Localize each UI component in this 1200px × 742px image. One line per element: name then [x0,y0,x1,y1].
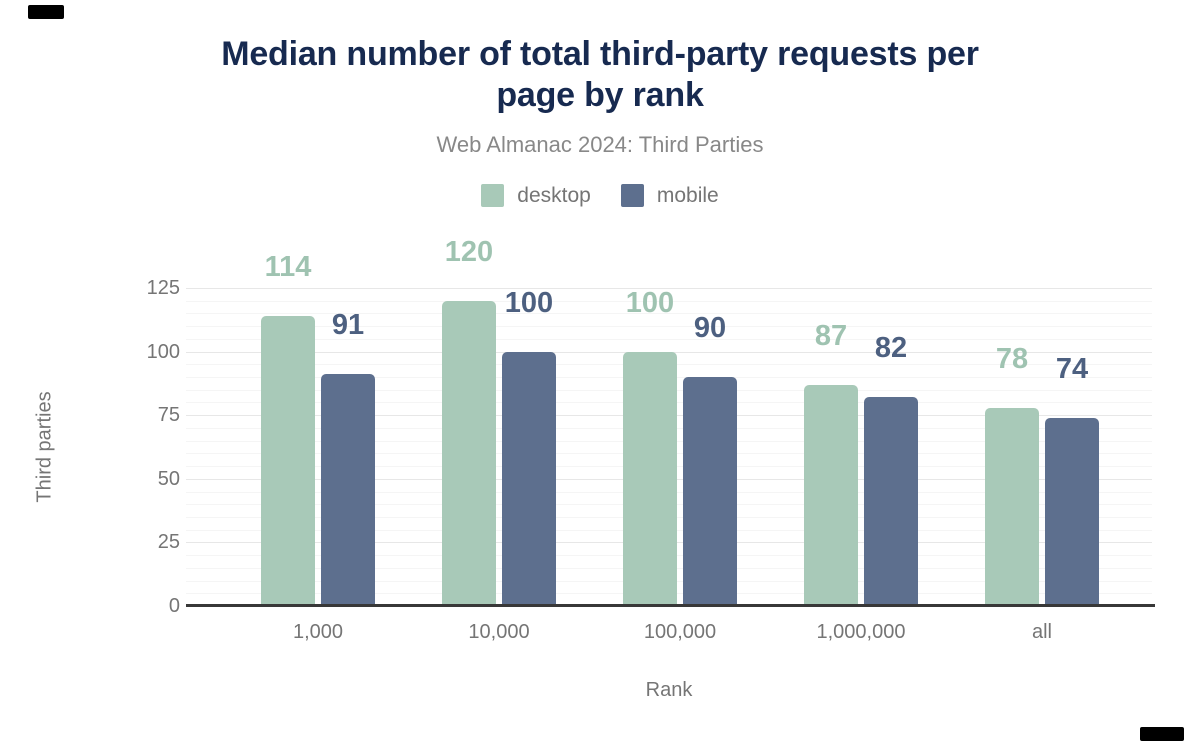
bar-mobile-1000000 [864,397,918,606]
mobile-legend-swatch-icon [620,183,644,207]
y-tick-label: 100 [146,341,180,363]
bar-desktop-1000 [261,316,315,606]
minor-gridline [186,326,1152,327]
minor-gridline [186,339,1152,340]
legend: desktop mobile [0,182,1200,208]
minor-gridline [186,313,1152,314]
bar-value-mobile-1000: 91 [331,309,365,341]
chart-subtitle: Web Almanac 2024: Third Parties [436,132,764,157]
bar-value-desktop-100000: 100 [625,287,675,319]
bar-value-desktop-all: 78 [995,343,1029,375]
y-tick-label: 25 [157,531,180,553]
y-tick-label: 75 [157,404,180,426]
corner-mark-bottom-right [1140,727,1184,741]
bar-value-desktop-10000: 120 [444,236,494,268]
bar-mobile-100000 [683,377,737,606]
chart-title: Median number of total third-party reque… [60,34,1140,116]
bar-value-mobile-100000: 90 [693,312,727,344]
x-tick-label: 10,000 [468,621,530,643]
chart-title-line1: Median number of total third-party reque… [221,35,979,73]
bar-mobile-all [1045,418,1099,606]
bar-value-mobile-10000: 100 [504,287,554,319]
y-tick-label: 0 [168,595,180,617]
y-tick-label: 50 [157,468,180,490]
x-tick-label: all [1031,621,1052,643]
desktop-legend-swatch-icon [481,183,505,207]
x-tick-label: 1,000,000 [816,621,906,643]
x-axis-baseline [186,604,1155,607]
legend-item-mobile: mobile [620,183,719,207]
bar-mobile-10000 [502,352,556,606]
bar-value-desktop-1000000: 87 [814,320,848,352]
corner-mark-top-left [28,5,64,19]
x-axis-title: Rank [645,679,693,701]
bar-desktop-100000 [623,352,677,606]
bar-value-mobile-all: 74 [1055,353,1089,385]
x-tick-label: 1,000 [292,621,344,643]
minor-gridline [186,301,1152,302]
bar-value-desktop-1000: 114 [264,251,312,283]
legend-label-desktop: desktop [517,183,591,207]
bar-desktop-all [985,408,1039,606]
chart-title-line2: page by rank [496,76,704,114]
x-tick-label: 100,000 [643,621,717,643]
legend-item-desktop: desktop [481,183,591,207]
bar-desktop-1000000 [804,385,858,606]
major-gridline [186,288,1152,289]
legend-label-mobile: mobile [656,183,719,207]
bar-desktop-10000 [442,301,496,606]
bar-value-mobile-1000000: 82 [874,332,908,364]
y-axis-title: Third parties [33,391,56,503]
bar-mobile-1000 [321,374,375,606]
y-tick-label: 125 [146,277,180,299]
